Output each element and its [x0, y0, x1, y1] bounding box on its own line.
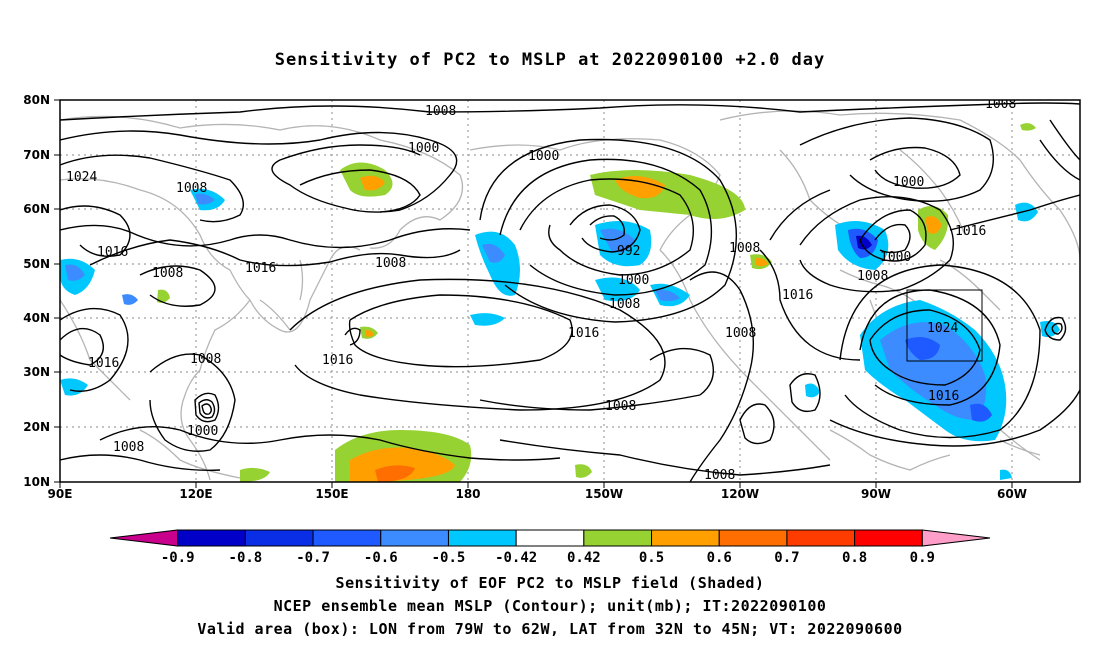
- contour-label: 1000: [893, 175, 924, 190]
- caption-line-1: Sensitivity of EOF PC2 to MSLP field (Sh…: [335, 574, 765, 592]
- mslp-contours: [60, 102, 1080, 482]
- contour-label: 1008: [609, 297, 640, 312]
- colorbar-label: 0.6: [707, 550, 732, 566]
- lat-label: 10N: [23, 475, 50, 489]
- colorbar: -0.9 -0.8 -0.7 -0.6 -0.5 -0.42 0.42 0.5 0.6 0.7 0.…: [109, 529, 991, 566]
- colorbar-segment: [312, 529, 382, 547]
- colorbar-segment: [583, 529, 653, 547]
- colorbar-label: -0.5: [432, 550, 466, 566]
- contour-label: 1024: [927, 321, 958, 336]
- lat-label: 60N: [23, 202, 50, 216]
- grid-lines: [60, 100, 1080, 482]
- contour-label: 1000: [408, 141, 439, 156]
- map-frame: [59, 99, 1081, 483]
- contour-label: 1000: [880, 250, 911, 265]
- lon-label: 180: [455, 487, 480, 501]
- colorbar-arrow-low: [109, 529, 179, 547]
- contour-label: 1008: [425, 104, 456, 119]
- contour-label: 1008: [725, 326, 756, 341]
- contour-label: 1008: [190, 352, 221, 367]
- contour-label: 1008: [704, 468, 735, 483]
- contour-label: 1000: [187, 424, 218, 439]
- contour-label: 1008: [152, 266, 183, 281]
- colorbar-label: 0.9: [910, 550, 935, 566]
- lat-label: 80N: [23, 93, 50, 107]
- lat-label: 70N: [23, 148, 50, 162]
- colorbar-label: 0.42: [567, 550, 601, 566]
- lon-label: 150W: [585, 487, 623, 501]
- contour-labels: 1008 1000 1024 1008 1000 1008 1016 1016 …: [66, 97, 1016, 483]
- contour-label: 1016: [928, 389, 959, 404]
- lon-label: 150E: [315, 487, 348, 501]
- lon-label: 120W: [721, 487, 759, 501]
- contour-label: 1008: [857, 269, 888, 284]
- colorbar-segment: [447, 529, 517, 547]
- contour-label: 1008: [985, 97, 1016, 112]
- colorbar-segment: [718, 529, 788, 547]
- contour-label: 1016: [97, 245, 128, 260]
- contour-label: 1016: [322, 353, 353, 368]
- lat-label: 50N: [23, 257, 50, 271]
- contour-label: 1016: [245, 261, 276, 276]
- caption-line-2: NCEP ensemble mean MSLP (Contour); unit(…: [273, 597, 827, 615]
- contour-label: 1008: [729, 241, 760, 256]
- contour-label: 1024: [66, 170, 97, 185]
- lon-label: 90E: [48, 487, 73, 501]
- valid-area-box: [906, 289, 983, 362]
- lat-label: 30N: [23, 365, 50, 379]
- contour-label: 1016: [88, 356, 119, 371]
- caption-line-3: Valid area (box): LON from 79W to 62W, L…: [197, 620, 903, 638]
- colorbar-segment: [854, 529, 923, 547]
- lon-label: 120E: [179, 487, 212, 501]
- contour-label: 1016: [782, 288, 813, 303]
- contour-label: 1008: [113, 440, 144, 455]
- colorbar-label: 0.8: [842, 550, 867, 566]
- colorbar-segment: [515, 529, 585, 547]
- colorbar-label: 0.5: [639, 550, 664, 566]
- colorbar-label: 0.7: [774, 550, 799, 566]
- colorbar-label: -0.8: [229, 550, 263, 566]
- colorbar-segment: [177, 529, 246, 547]
- lat-label: 20N: [23, 420, 50, 434]
- contour-label: 1016: [568, 326, 599, 341]
- colorbar-segment: [651, 529, 720, 547]
- contour-label: 1000: [618, 273, 649, 288]
- colorbar-label: -0.9: [161, 550, 195, 566]
- colorbar-segment: [244, 529, 314, 547]
- colorbar-segment: [380, 529, 449, 547]
- contour-label: 992: [617, 244, 640, 259]
- contour-label: 1008: [375, 256, 406, 271]
- contour-label: 1008: [605, 399, 636, 414]
- colorbar-segment: [786, 529, 856, 547]
- lat-axis: 80N 70N 60N 50N 40N 30N 20N 10N: [23, 93, 60, 489]
- colorbar-label: -0.7: [296, 550, 330, 566]
- lat-label: 40N: [23, 311, 50, 325]
- colorbar-arrow-high: [921, 529, 991, 547]
- colorbar-label: -0.42: [495, 550, 537, 566]
- contour-label: 1008: [176, 181, 207, 196]
- lon-label: 90W: [861, 487, 891, 501]
- chart-title: Sensitivity of PC2 to MSLP at 2022090100…: [274, 50, 826, 70]
- lon-axis: 90E 120E 150E 180 150W 120W 90W 60W: [48, 482, 1027, 501]
- colorbar-label: -0.6: [364, 550, 398, 566]
- lon-label: 60W: [997, 487, 1027, 501]
- contour-label: 1000: [528, 149, 559, 164]
- contour-label: 1016: [955, 224, 986, 239]
